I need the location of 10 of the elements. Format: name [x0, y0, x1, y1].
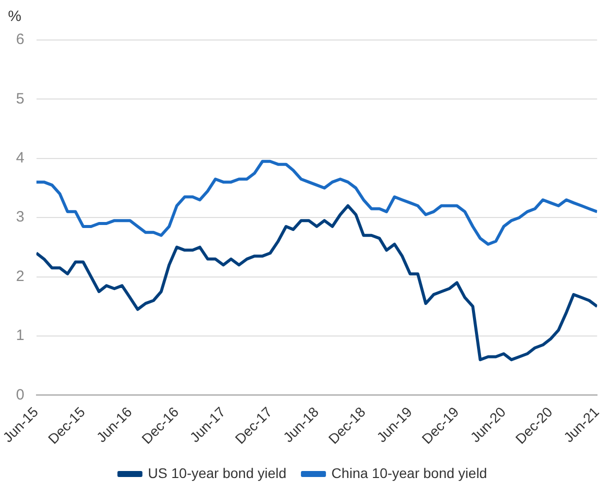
y-tick-label: 5 [16, 90, 24, 108]
y-tick-label: 2 [16, 268, 24, 285]
legend-label: China 10-year bond yield [331, 464, 488, 481]
y-tick-label: 3 [16, 208, 24, 226]
y-tick-label: 1 [16, 327, 24, 344]
y-tick-label: 0 [16, 386, 24, 404]
legend-label: US 10-year bond yield [148, 464, 286, 481]
y-tick-label: 4 [16, 150, 24, 167]
y-axis-title: % [8, 8, 22, 25]
y-tick-label: 6 [16, 31, 24, 48]
